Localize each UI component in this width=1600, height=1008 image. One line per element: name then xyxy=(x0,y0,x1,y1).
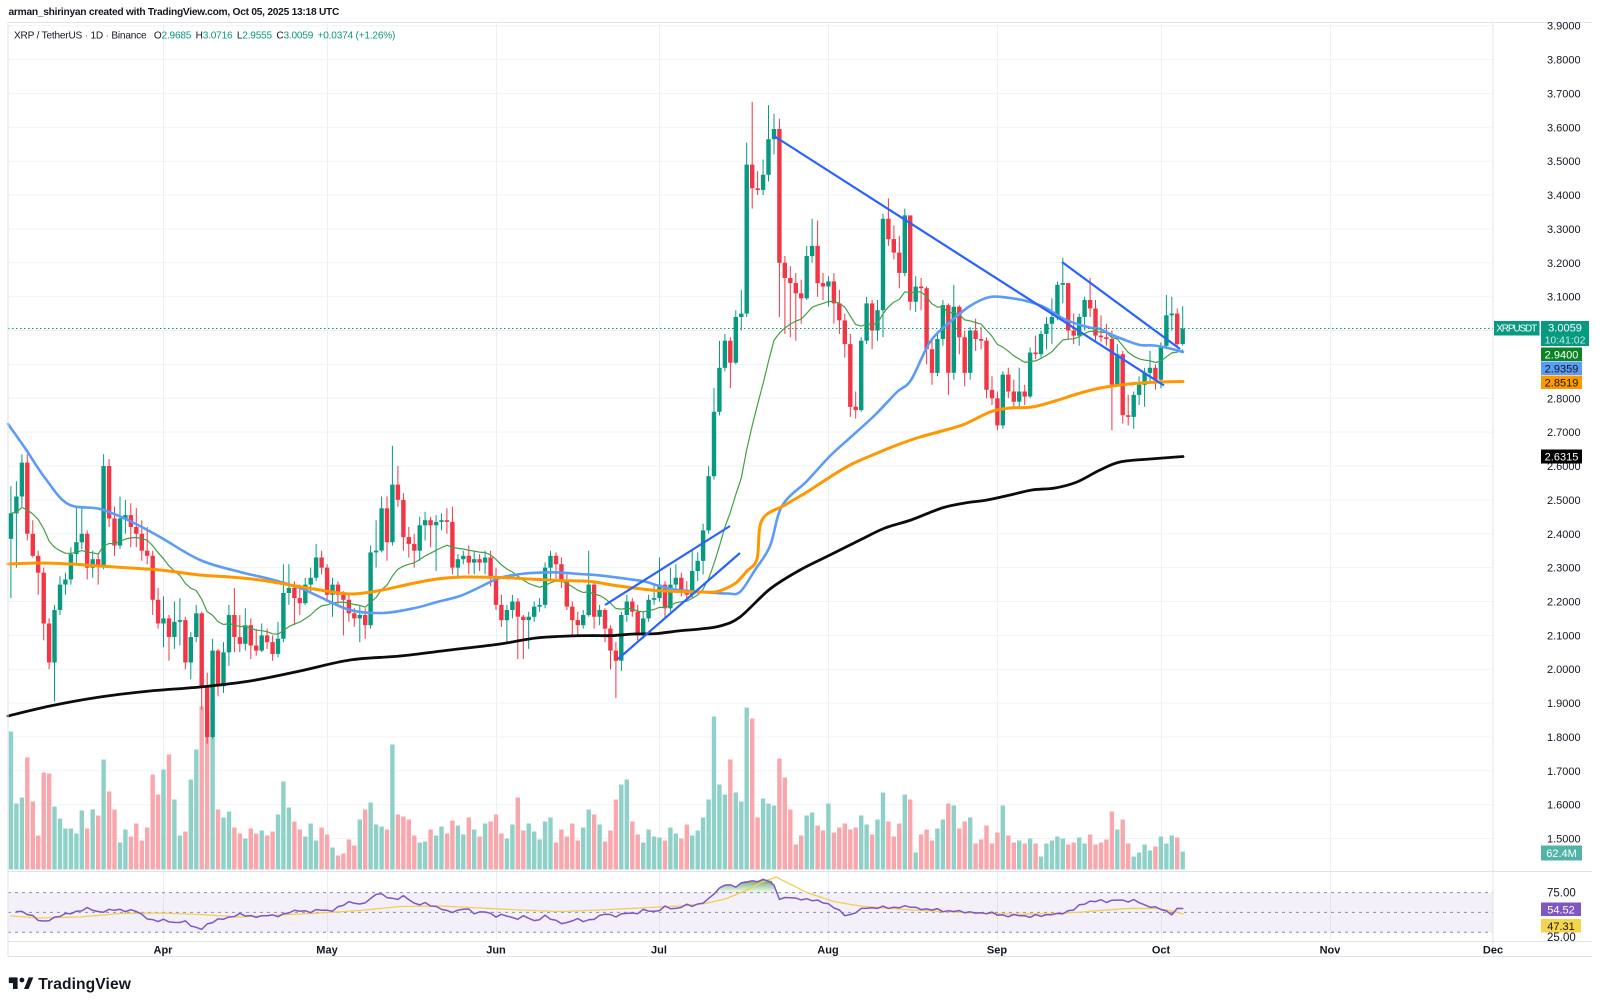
svg-text:2.8519: 2.8519 xyxy=(1545,377,1579,389)
svg-text:1.7000: 1.7000 xyxy=(1547,766,1581,778)
svg-text:1.5000: 1.5000 xyxy=(1547,834,1581,846)
svg-text:2.3000: 2.3000 xyxy=(1547,563,1581,575)
svg-text:54.52: 54.52 xyxy=(1547,904,1575,916)
svg-text:2.8000: 2.8000 xyxy=(1547,393,1581,405)
svg-text:2.2000: 2.2000 xyxy=(1547,597,1581,609)
svg-text:1.6000: 1.6000 xyxy=(1547,800,1581,812)
svg-text:May: May xyxy=(316,945,338,957)
svg-text:10:41:02: 10:41:02 xyxy=(1545,335,1586,347)
svg-text:2.6000: 2.6000 xyxy=(1547,461,1581,473)
svg-text:2.7000: 2.7000 xyxy=(1547,427,1581,439)
svg-text:Sep: Sep xyxy=(987,945,1007,957)
svg-text:3.0059: 3.0059 xyxy=(1548,323,1582,335)
svg-text:3.9000: 3.9000 xyxy=(1547,21,1581,33)
svg-text:2.9359: 2.9359 xyxy=(1545,363,1579,375)
svg-text:2.4000: 2.4000 xyxy=(1547,529,1581,541)
svg-text:1.8000: 1.8000 xyxy=(1547,732,1581,744)
svg-text:3.8000: 3.8000 xyxy=(1547,55,1581,67)
svg-text:47.31: 47.31 xyxy=(1547,921,1575,933)
svg-text:Oct: Oct xyxy=(1152,945,1171,957)
svg-text:Dec: Dec xyxy=(1483,945,1503,957)
svg-text:2.0000: 2.0000 xyxy=(1547,664,1581,676)
svg-text:2.1000: 2.1000 xyxy=(1547,630,1581,642)
svg-text:3.1000: 3.1000 xyxy=(1547,292,1581,304)
svg-text:3.7000: 3.7000 xyxy=(1547,88,1581,100)
svg-text:Aug: Aug xyxy=(817,945,838,957)
svg-text:75.00: 75.00 xyxy=(1547,888,1576,900)
svg-text:2.5000: 2.5000 xyxy=(1547,495,1581,507)
svg-text:3.3000: 3.3000 xyxy=(1547,224,1581,236)
svg-text:arman_shirinyan created with T: arman_shirinyan created with TradingView… xyxy=(9,7,341,18)
svg-text:3.2000: 3.2000 xyxy=(1547,258,1581,270)
svg-text:3.4000: 3.4000 xyxy=(1547,190,1581,202)
svg-text:25.00: 25.00 xyxy=(1547,932,1576,944)
svg-text:Nov: Nov xyxy=(1320,945,1342,957)
svg-text:62.4M: 62.4M xyxy=(1546,848,1577,860)
svg-text:1.9000: 1.9000 xyxy=(1547,698,1581,710)
svg-text:Jul: Jul xyxy=(651,945,667,957)
svg-text:Jun: Jun xyxy=(486,945,506,957)
svg-text:2.9400: 2.9400 xyxy=(1545,349,1579,361)
svg-text:Apr: Apr xyxy=(154,945,174,957)
svg-text:XRPUSDT: XRPUSDT xyxy=(1496,324,1537,335)
svg-text:3.5000: 3.5000 xyxy=(1547,156,1581,168)
svg-text:2.6315: 2.6315 xyxy=(1545,452,1579,464)
svg-text:TradingView: TradingView xyxy=(38,976,131,993)
svg-text:XRP / TetherUS · 1D · Binance: XRP / TetherUS · 1D · Binance O2.9685 H3… xyxy=(14,31,395,42)
svg-text:3.6000: 3.6000 xyxy=(1547,122,1581,134)
